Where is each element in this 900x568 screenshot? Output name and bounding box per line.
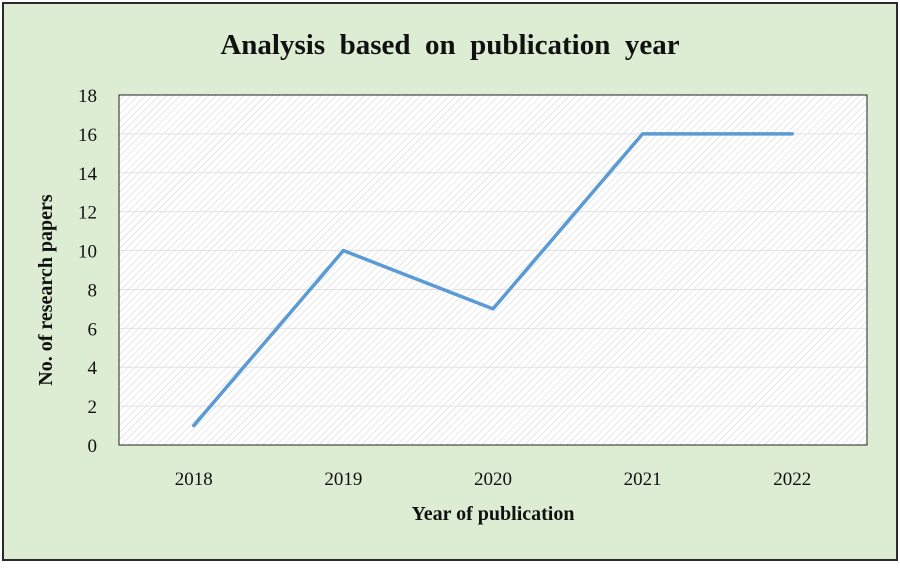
data-point-2020 <box>491 307 495 311</box>
data-point-2018 <box>192 424 196 428</box>
y-tick-label: 12 <box>78 203 97 224</box>
x-tick-label: 2022 <box>773 469 811 490</box>
y-tick-label: 0 <box>88 436 98 457</box>
data-point-2022 <box>790 132 794 136</box>
y-axis-label: No. of research papers <box>35 194 57 386</box>
x-axis-label: Year of publication <box>412 503 575 525</box>
x-axis-ticks: 2018 2019 2020 2021 2022 <box>175 469 811 490</box>
x-tick-label: 2018 <box>175 469 213 490</box>
y-tick-label: 4 <box>88 358 98 379</box>
chart-title: Analysis based on publication year <box>220 29 679 61</box>
y-tick-label: 10 <box>78 242 97 263</box>
y-axis-ticks: 0 2 4 6 8 10 12 14 16 18 <box>78 86 98 457</box>
y-tick-label: 14 <box>78 164 98 185</box>
plot-area <box>119 95 867 445</box>
data-point-2021 <box>641 132 645 136</box>
x-tick-label: 2019 <box>324 469 362 490</box>
x-tick-label: 2021 <box>624 469 662 490</box>
y-tick-label: 8 <box>88 280 98 301</box>
x-tick-label: 2020 <box>474 469 512 490</box>
y-tick-label: 2 <box>88 397 98 418</box>
y-tick-label: 6 <box>88 319 98 340</box>
y-tick-label: 18 <box>78 86 97 107</box>
y-tick-label: 16 <box>78 125 97 146</box>
series-layer <box>192 132 794 428</box>
data-point-2019 <box>341 249 345 253</box>
plot-border <box>118 94 868 446</box>
